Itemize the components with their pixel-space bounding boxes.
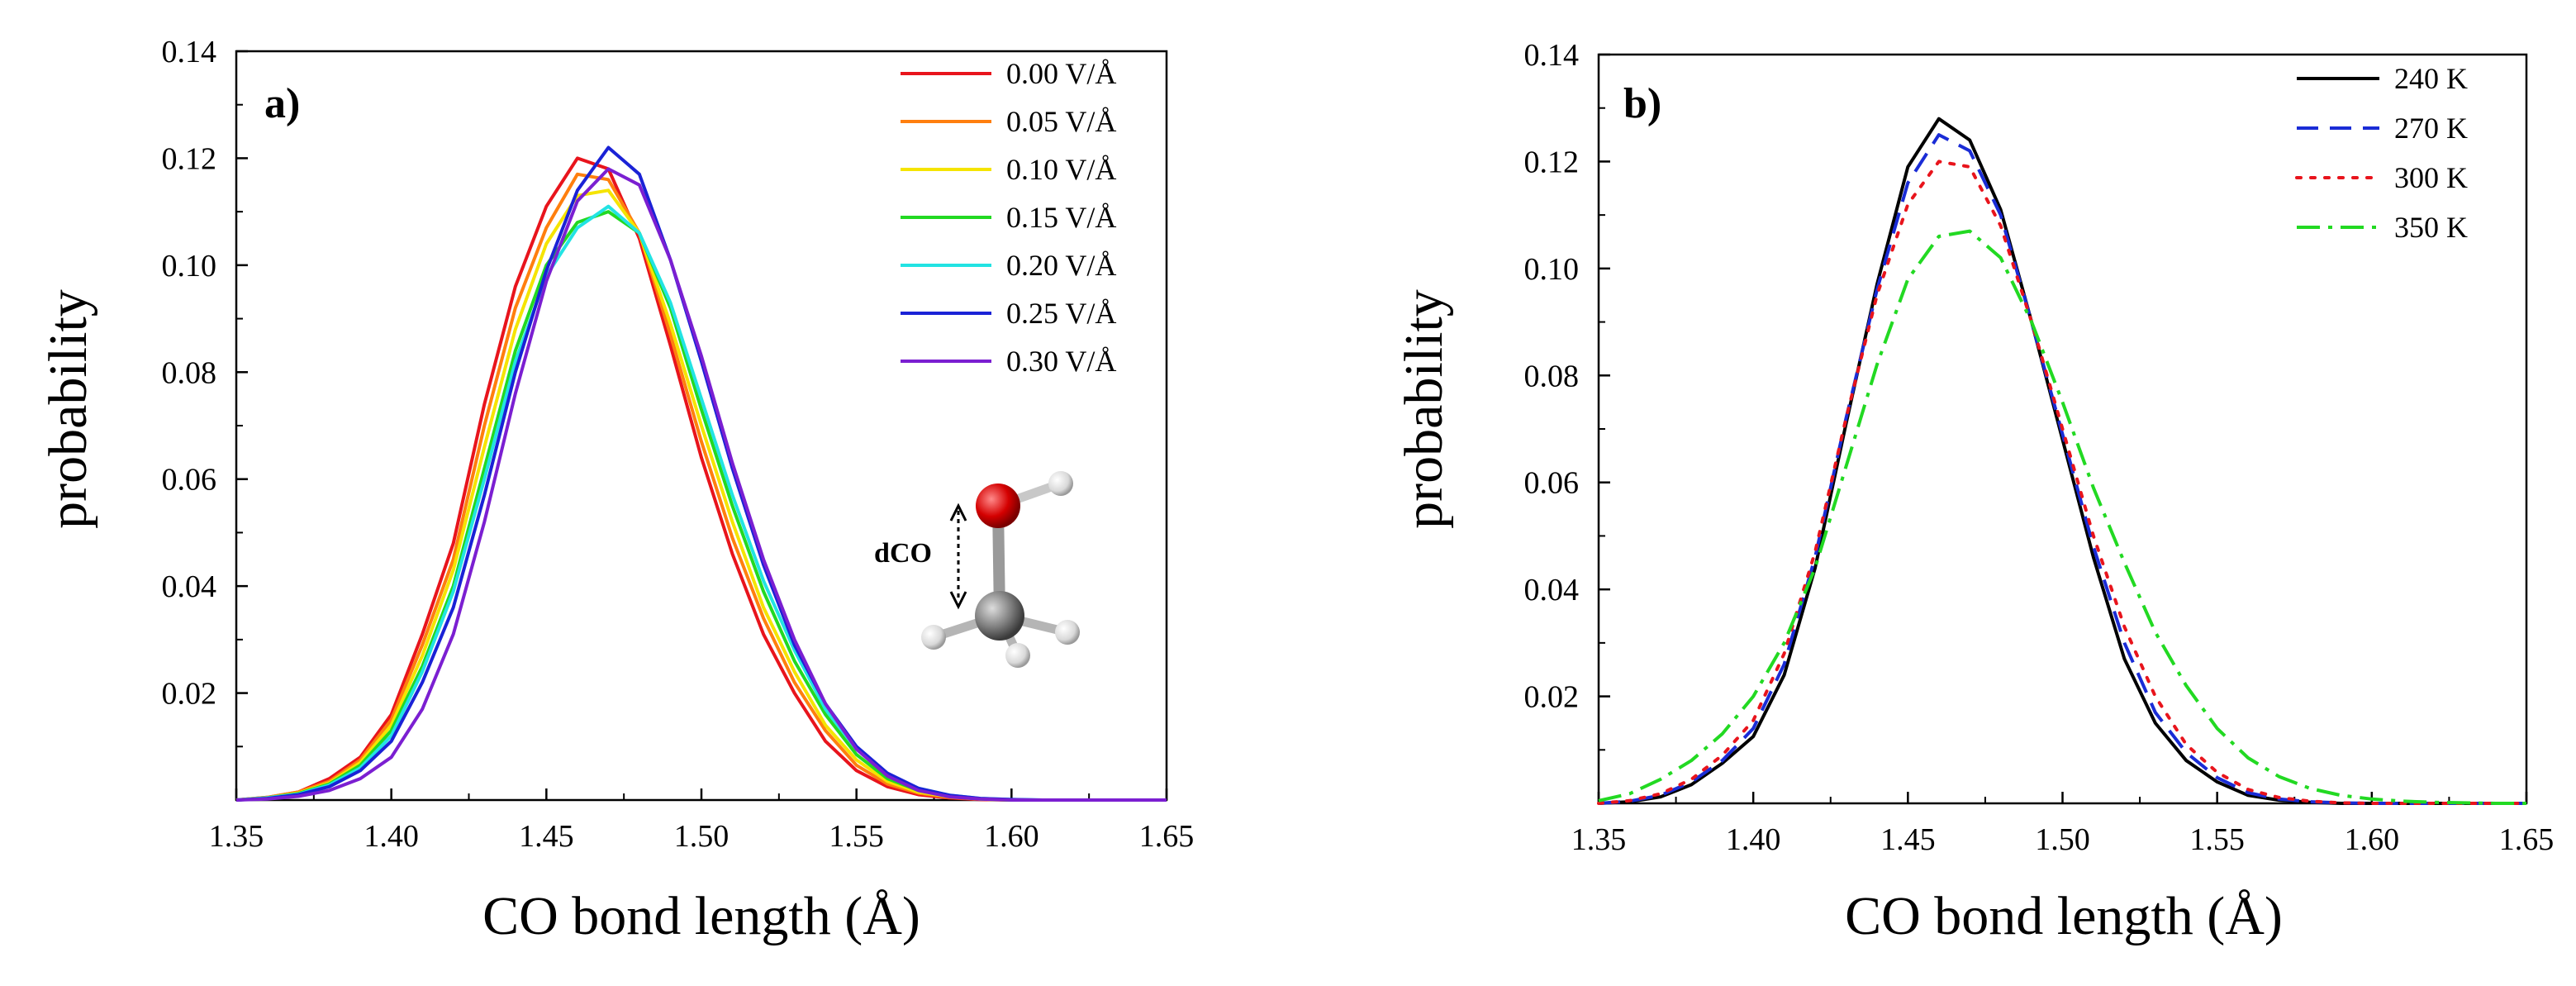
x-tick-label-a: 1.60 — [984, 819, 1039, 854]
y-tick-label-a: 0.06 — [162, 463, 217, 498]
legend-label-b-1: 270 K — [2394, 112, 2468, 145]
x-tick-label-b: 1.60 — [2345, 822, 2400, 857]
x-tick-label-b: 1.65 — [2499, 822, 2555, 857]
legend-label-a-3: 0.15 V/Å — [1006, 201, 1116, 234]
x-tick-label-a: 1.55 — [829, 819, 884, 854]
legend-label-b-2: 300 K — [2394, 161, 2468, 194]
series-line-a-6 — [235, 167, 1167, 802]
legend-label-a-0: 0.00 V/Å — [1006, 57, 1116, 90]
series-line-b-1 — [1598, 133, 2526, 805]
y-tick-label-b: 0.06 — [1524, 466, 1580, 501]
methanol-molecule-icon — [921, 471, 1080, 668]
series-line-b-3 — [1598, 229, 2526, 805]
y-tick-label-b: 0.02 — [1524, 680, 1580, 715]
x-axis-title-b: CO bond length (Å) — [1845, 886, 2283, 946]
panel-b: b) probability CO bond length (Å) 1.35 1.… — [1394, 38, 2554, 946]
x-axis-title-a: CO bond length (Å) — [482, 886, 920, 946]
y-tick-label-b: 0.04 — [1524, 573, 1580, 607]
panel-label-b: b) — [1623, 80, 1661, 127]
legend-label-a-4: 0.20 V/Å — [1006, 249, 1116, 282]
legend-label-a-5: 0.25 V/Å — [1006, 297, 1116, 330]
y-tick-label-b: 0.12 — [1524, 145, 1580, 179]
series-line-a-5 — [235, 145, 1167, 802]
legend-label-a-6: 0.30 V/Å — [1006, 345, 1116, 378]
y-tick-label-a: 0.04 — [162, 569, 217, 604]
y-axis-title-b: probability — [1394, 289, 1454, 529]
y-tick-label-b: 0.10 — [1524, 252, 1580, 287]
y-tick-label-a: 0.12 — [162, 141, 217, 176]
y-axis-title-a: probability — [38, 289, 98, 529]
x-tick-label-b: 1.55 — [2189, 822, 2245, 857]
panel-label-a: a) — [264, 80, 300, 127]
x-tick-label-b: 1.50 — [2035, 822, 2090, 857]
series-line-b-0 — [1598, 117, 2526, 805]
y-tick-label-a: 0.02 — [162, 677, 217, 712]
series-line-a-4 — [235, 204, 1167, 802]
y-tick-label-a: 0.10 — [162, 249, 217, 283]
series-line-b-2 — [1597, 160, 2528, 805]
legend-label-b-3: 350 K — [2394, 211, 2468, 244]
x-tick-label-a: 1.35 — [209, 819, 264, 854]
x-tick-label-a: 1.50 — [674, 819, 730, 854]
y-tick-label-b: 0.08 — [1524, 359, 1580, 393]
x-tick-label-b: 1.35 — [1571, 822, 1627, 857]
y-tick-label-a: 0.08 — [162, 355, 217, 390]
y-tick-label-a: 0.14 — [162, 35, 217, 69]
legend-label-a-1: 0.05 V/Å — [1006, 105, 1116, 138]
dco-label: dCO — [874, 538, 932, 569]
legend-label-b-0: 240 K — [2394, 62, 2468, 95]
x-tick-label-a: 1.45 — [519, 819, 574, 854]
y-tick-label-b: 0.14 — [1524, 38, 1580, 73]
panel-a: a) probability CO bond length (Å) — [38, 35, 1194, 946]
x-tick-label-a: 1.65 — [1139, 819, 1195, 854]
x-tick-label-a: 1.40 — [364, 819, 419, 854]
legend-label-a-2: 0.10 V/Å — [1006, 153, 1116, 186]
x-tick-label-b: 1.45 — [1880, 822, 1936, 857]
x-tick-label-b: 1.40 — [1726, 822, 1781, 857]
